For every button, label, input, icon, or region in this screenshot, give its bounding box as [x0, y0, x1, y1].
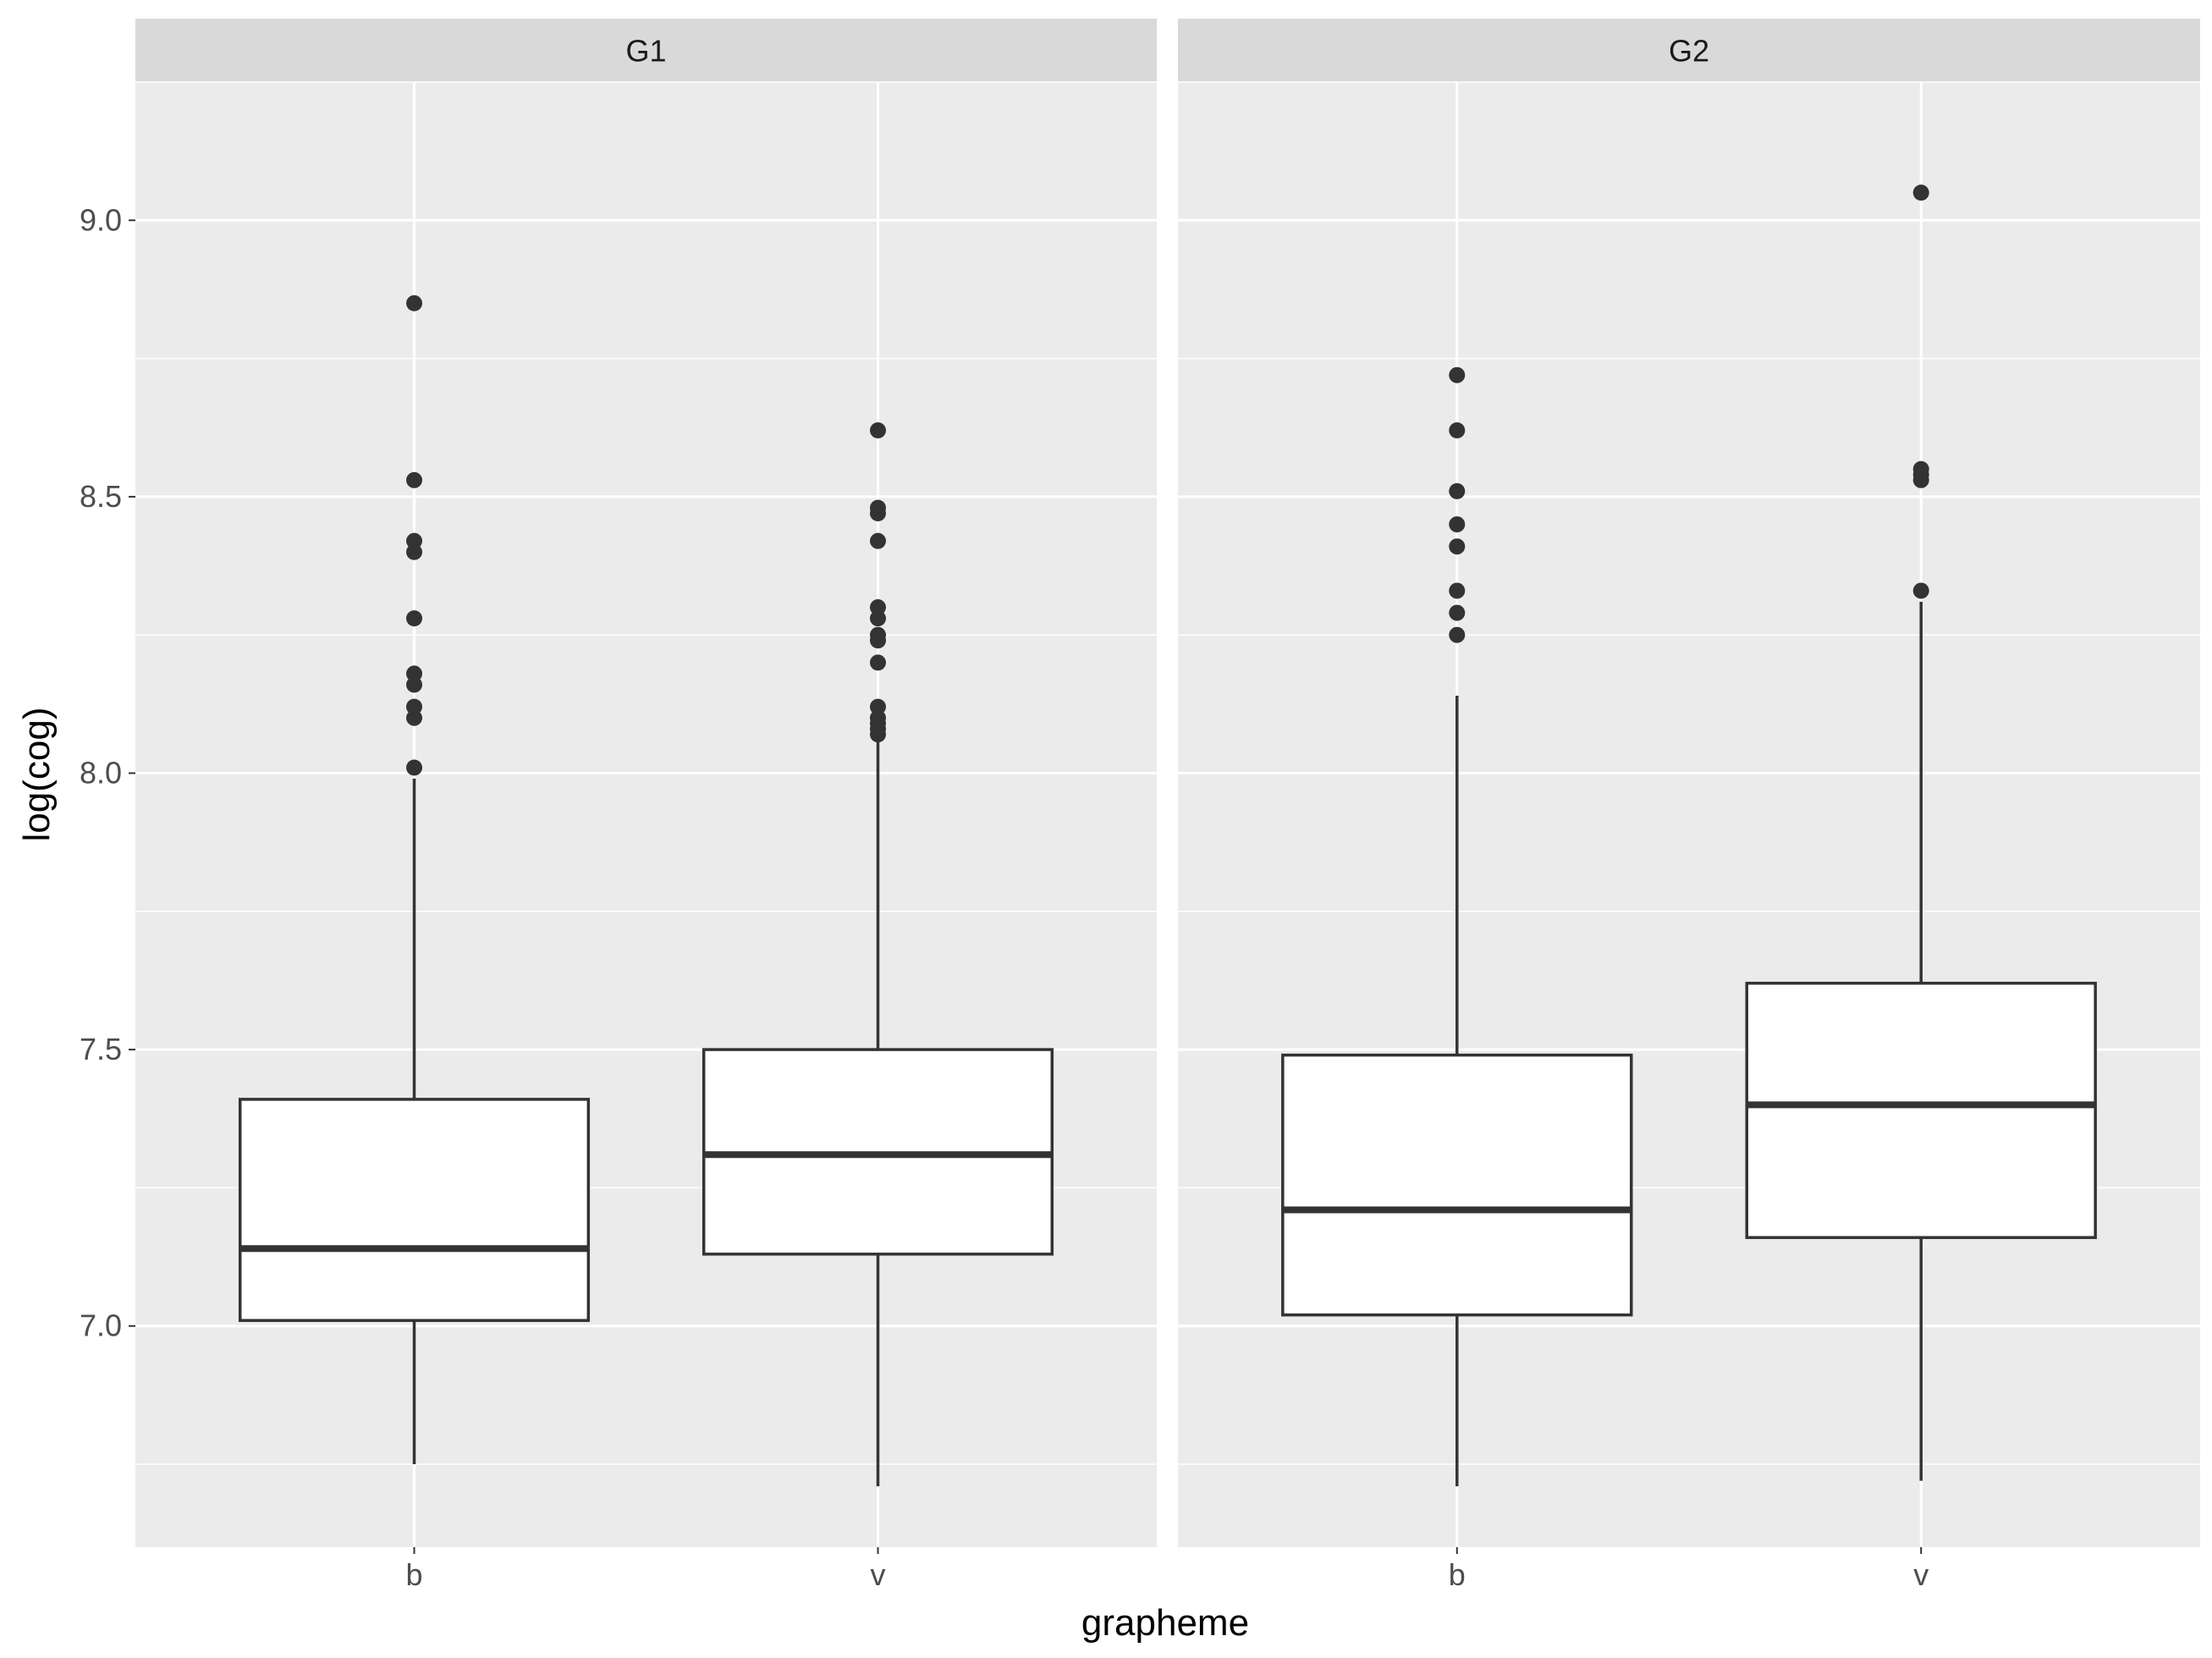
- outlier-point: [1449, 366, 1466, 383]
- facet-strip-label: G2: [1669, 34, 1709, 69]
- outlier-point: [406, 295, 423, 311]
- outlier-point: [1912, 460, 1929, 477]
- outlier-point: [406, 532, 423, 549]
- outlier-point: [869, 499, 886, 516]
- outlier-point: [869, 626, 886, 643]
- facet-panel-g1: G1 b v: [135, 19, 1157, 1592]
- box-g2-b: [1281, 366, 1633, 1487]
- outlier-point: [1449, 482, 1466, 499]
- x-tick-label: v: [1913, 1557, 1929, 1592]
- outlier-point: [406, 543, 423, 560]
- outlier-point: [869, 532, 886, 549]
- facet-strip: [1178, 19, 2200, 82]
- outlier-point: [1912, 185, 1929, 201]
- box-g2-v: [1745, 185, 2097, 1481]
- outlier-point: [869, 654, 886, 671]
- y-tick-label: 8.5: [80, 479, 122, 514]
- outlier-point: [1449, 516, 1466, 533]
- x-tick-label: b: [1449, 1557, 1466, 1592]
- box-iqr: [1281, 1053, 1633, 1317]
- outlier-point: [869, 709, 886, 726]
- x-tick-label: v: [870, 1557, 885, 1592]
- y-axis-title: log(cog): [16, 708, 58, 842]
- outlier-point: [1912, 582, 1929, 599]
- x-axis-title: grapheme: [1081, 1602, 1249, 1644]
- box-g1-v: [702, 422, 1054, 1487]
- outlier-point: [869, 698, 886, 715]
- outlier-point: [1449, 604, 1466, 621]
- y-tick-label: 7.5: [80, 1032, 122, 1066]
- y-tick-label: 8.0: [80, 756, 122, 790]
- outlier-point: [406, 610, 423, 627]
- box-g1-b: [238, 295, 591, 1465]
- outlier-point: [406, 698, 423, 715]
- box-iqr: [1745, 981, 2097, 1239]
- facet-strip-label: G1: [625, 34, 666, 69]
- y-tick-label: 7.0: [80, 1308, 122, 1343]
- y-tick-label: 9.0: [80, 202, 122, 237]
- panel-background: [135, 82, 1157, 1547]
- outlier-point: [869, 610, 886, 627]
- facet-panel-g2: G2 b v: [1178, 19, 2200, 1592]
- outlier-point: [869, 422, 886, 439]
- outlier-point: [869, 599, 886, 616]
- facet-strip: [135, 19, 1157, 82]
- outlier-point: [1449, 582, 1466, 599]
- x-tick-label: b: [405, 1557, 422, 1592]
- outlier-point: [1449, 538, 1466, 555]
- outlier-point: [406, 471, 423, 488]
- outlier-point: [406, 709, 423, 726]
- outlier-point: [1449, 422, 1466, 439]
- panel-background: [1178, 82, 2200, 1547]
- outlier-point: [406, 665, 423, 682]
- y-axis: 7.0 7.5 8.0 8.5 9.0: [80, 202, 135, 1343]
- box-iqr: [238, 1098, 591, 1322]
- panels-layer: G1 b v G2 b v: [135, 19, 2200, 1592]
- outlier-point: [1449, 626, 1466, 643]
- outlier-point: [406, 759, 423, 776]
- outlier-point: [406, 676, 423, 693]
